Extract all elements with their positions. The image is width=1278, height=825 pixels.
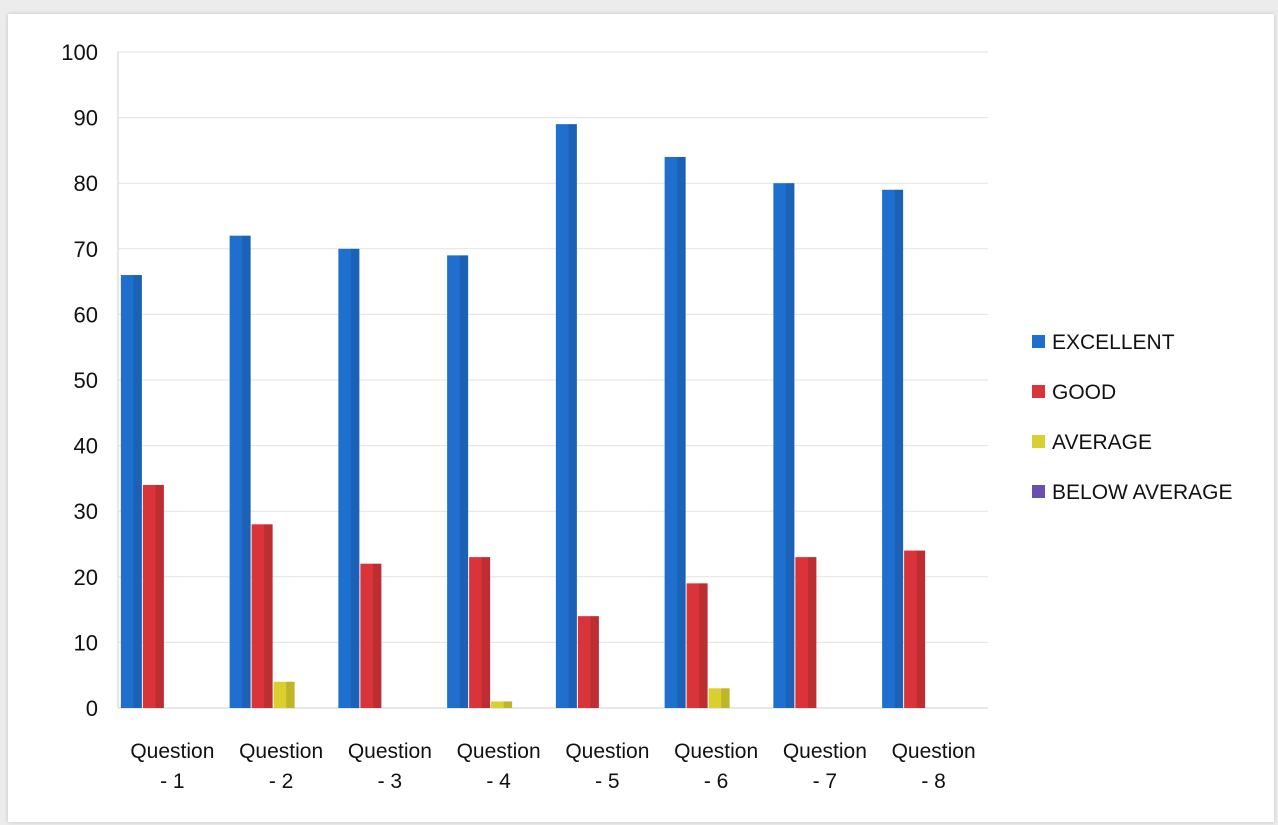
x-tick-label-q8-line1: Question [892, 740, 976, 763]
bar-excellent-q4 [447, 255, 469, 709]
x-tick-label-q8-line2: - 8 [921, 770, 946, 793]
x-tick-label-q1-line1: Question [130, 740, 214, 763]
y-tick-label-90: 90 [74, 106, 98, 131]
bar-shade-excellent-q6 [677, 156, 686, 708]
bar-shade-good-q7 [807, 557, 817, 708]
x-tick-label-q6-line1: Question [674, 740, 758, 763]
bar-shade-average-q6 [721, 688, 730, 708]
y-tick-label-100: 100 [61, 40, 98, 65]
bar-shade-good-q3 [372, 563, 382, 708]
bar-shade-excellent-q3 [350, 248, 360, 709]
bar-shade-good-q8 [916, 550, 926, 708]
bar-shade-excellent-q8 [894, 189, 904, 708]
bar-shade-good-q4 [481, 557, 491, 708]
bar-shade-average-q4 [503, 701, 513, 708]
x-tick-label-q6-line2: - 6 [704, 770, 729, 793]
bar-shade-excellent-q1 [133, 275, 142, 708]
bar-excellent-q6 [664, 156, 686, 708]
chart-paper: 0 10 20 30 40 50 60 70 80 90 100 Question - 1 Questi… [8, 14, 1274, 822]
x-tick-label-q4-line1: Question [457, 740, 541, 763]
x-tick-label-q3-line2: - 3 [378, 770, 403, 793]
legend-label-below-average: BELOW AVERAGE [1052, 481, 1233, 504]
y-tick-label-40: 40 [74, 434, 98, 459]
bar-average-q2 [273, 681, 295, 708]
y-tick-label-20: 20 [74, 565, 98, 590]
x-tick-label-q4-line2: - 4 [486, 770, 511, 793]
legend-swatch-below-average [1032, 485, 1045, 498]
legend-swatch-good [1032, 385, 1045, 398]
legend-label-excellent: EXCELLENT [1052, 331, 1175, 354]
bar-shade-good-q1 [155, 484, 164, 708]
bar-good-q1 [142, 484, 164, 708]
bar-shade-good-q5 [590, 616, 599, 708]
y-tick-label-70: 70 [74, 237, 98, 262]
bar-good-q7 [795, 557, 817, 708]
bar-shade-excellent-q5 [568, 124, 577, 708]
y-tick-labels: 0 10 20 30 40 50 60 70 80 90 100 [61, 40, 98, 721]
bar-good-q6 [686, 583, 708, 708]
x-tick-label-q2-line2: - 2 [269, 770, 294, 793]
y-tick-label-60: 60 [74, 302, 98, 327]
x-tick-label-q7-line2: - 7 [813, 770, 838, 793]
x-tick-labels: Question - 1 Question - 2 Question - 3 Questio… [130, 740, 975, 793]
bar-good-q8 [904, 550, 926, 708]
bar-shade-good-q6 [699, 583, 708, 708]
x-tick-label-q2-line1: Question [239, 740, 323, 763]
legend-swatch-excellent [1032, 335, 1045, 348]
bar-shade-good-q2 [264, 524, 273, 708]
bar-excellent-q7 [773, 183, 795, 708]
y-tick-label-50: 50 [74, 368, 98, 393]
y-tick-label-10: 10 [74, 630, 98, 655]
bar-excellent-q3 [338, 248, 360, 709]
bar-good-q3 [360, 563, 382, 708]
x-tick-label-q3-line1: Question [348, 740, 432, 763]
bar-average-q4 [491, 701, 513, 708]
bar-excellent-q2 [229, 235, 251, 708]
bar-shade-excellent-q7 [785, 183, 795, 708]
legend-swatch-average [1032, 435, 1045, 448]
bar-average-q6 [708, 688, 730, 708]
x-tick-label-q5-line1: Question [565, 740, 649, 763]
x-tick-label-q7-line1: Question [783, 740, 867, 763]
bar-good-q4 [469, 557, 491, 708]
y-tick-label-30: 30 [74, 499, 98, 524]
x-tick-label-q1-line2: - 1 [160, 770, 185, 793]
y-tick-label-0: 0 [86, 696, 98, 721]
bar-shade-excellent-q2 [242, 235, 251, 708]
x-tick-label-q5-line2: - 5 [595, 770, 620, 793]
bar-good-q2 [251, 524, 273, 708]
bar-shade-average-q2 [286, 681, 295, 708]
legend-label-average: AVERAGE [1052, 431, 1152, 454]
y-tick-label-80: 80 [74, 171, 98, 196]
bar-shade-excellent-q4 [459, 255, 469, 709]
bar-excellent-q1 [120, 275, 142, 708]
bar-excellent-q5 [555, 124, 577, 708]
bar-excellent-q8 [882, 189, 904, 708]
legend: EXCELLENT GOOD AVERAGE BELOW AVERAGE [1032, 331, 1233, 504]
legend-label-good: GOOD [1052, 381, 1116, 404]
bars [120, 124, 926, 709]
bar-good-q5 [577, 616, 599, 708]
